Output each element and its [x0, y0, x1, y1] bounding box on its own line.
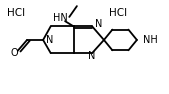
- Text: HCl: HCl: [109, 8, 127, 18]
- Text: HN: HN: [53, 13, 67, 23]
- Text: N: N: [88, 51, 96, 61]
- Text: O: O: [10, 48, 18, 58]
- Text: NH: NH: [143, 35, 158, 45]
- Text: N: N: [46, 35, 53, 45]
- Text: N: N: [95, 19, 103, 29]
- Text: HCl: HCl: [7, 8, 25, 18]
